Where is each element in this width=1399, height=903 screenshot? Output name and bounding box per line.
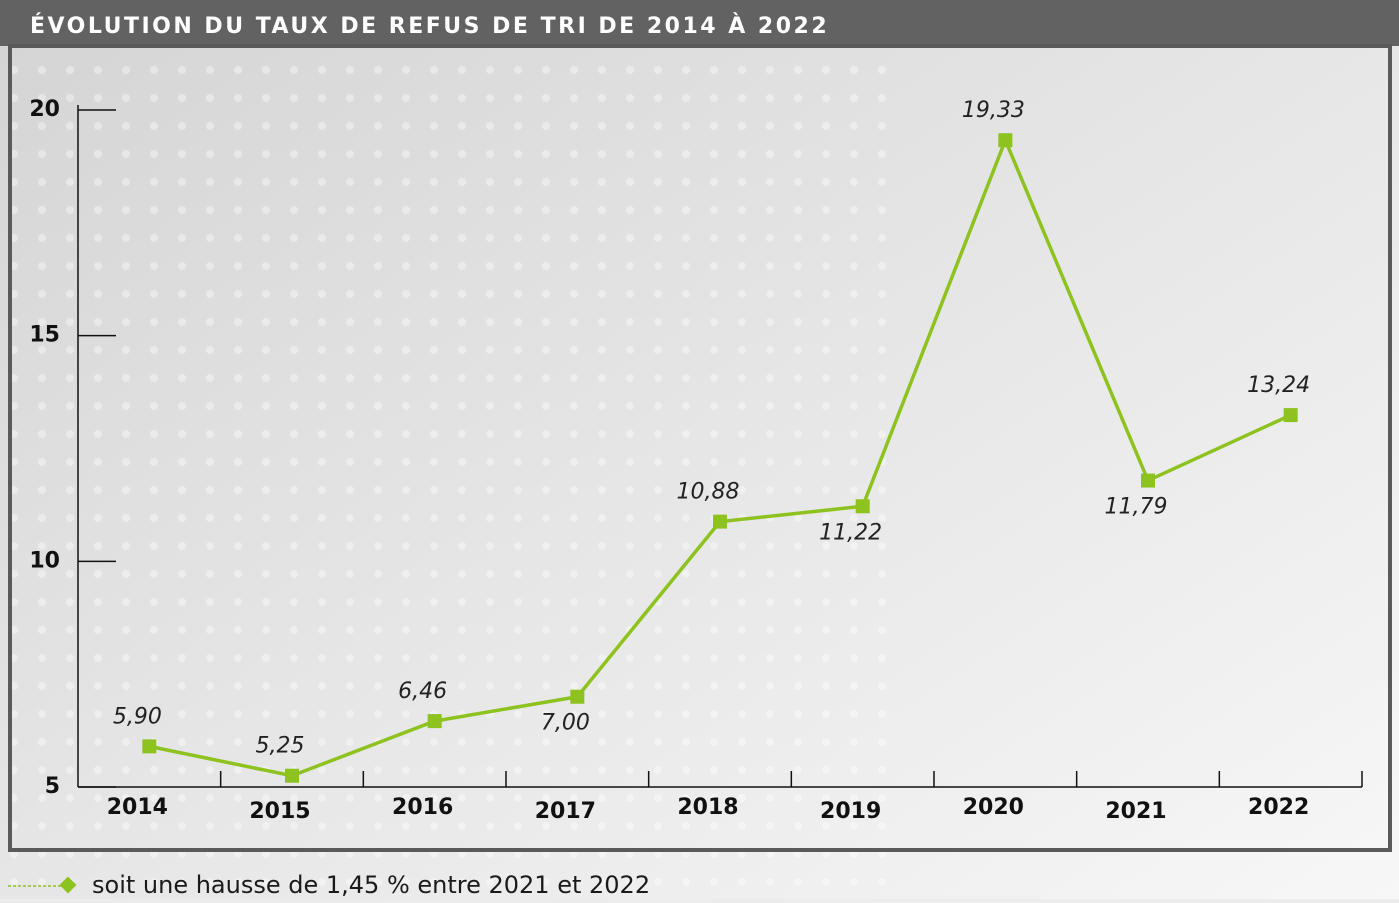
data-point xyxy=(427,714,442,729)
data-point xyxy=(1141,473,1155,488)
data-label: 5,25 xyxy=(256,734,305,759)
data-label: 11,79 xyxy=(1105,495,1168,520)
footnote: soit une hausse de 1,45 % entre 2021 et … xyxy=(92,871,650,899)
data-point xyxy=(285,768,299,783)
x-tick-label: 2019 xyxy=(820,799,881,824)
x-tick-label: 2014 xyxy=(107,795,168,820)
data-point xyxy=(998,133,1013,148)
x-tick-label: 2020 xyxy=(963,795,1024,820)
y-tick-label: 20 xyxy=(29,97,60,122)
title-bar xyxy=(0,0,1399,46)
data-point xyxy=(1283,408,1298,423)
data-point xyxy=(855,499,870,514)
y-tick-label: 5 xyxy=(45,774,60,799)
background-dots xyxy=(0,60,900,899)
x-tick-label: 2017 xyxy=(535,799,596,824)
data-point xyxy=(713,514,727,529)
x-tick-label: 2021 xyxy=(1105,799,1166,824)
x-tick-label: 2016 xyxy=(392,795,453,820)
x-tick-label: 2022 xyxy=(1248,795,1309,820)
chart-frame xyxy=(8,44,1392,852)
data-label: 6,46 xyxy=(398,679,447,704)
y-tick-label: 10 xyxy=(29,548,60,573)
data-label: 11,22 xyxy=(819,520,882,545)
data-point xyxy=(142,739,157,754)
chart-title: ÉVOLUTION DU TAUX DE REFUS DE TRI DE 201… xyxy=(30,13,829,39)
data-label: 19,33 xyxy=(962,98,1025,123)
data-point xyxy=(570,689,585,704)
data-label: 7,00 xyxy=(541,711,590,736)
data-label: 13,24 xyxy=(1247,373,1310,398)
y-tick-label: 15 xyxy=(29,323,60,348)
x-tick-label: 2018 xyxy=(677,795,738,820)
footnote-marker xyxy=(59,876,77,894)
data-label: 10,88 xyxy=(677,480,740,505)
data-label: 5,90 xyxy=(113,704,162,729)
x-tick-label: 2015 xyxy=(249,799,310,824)
